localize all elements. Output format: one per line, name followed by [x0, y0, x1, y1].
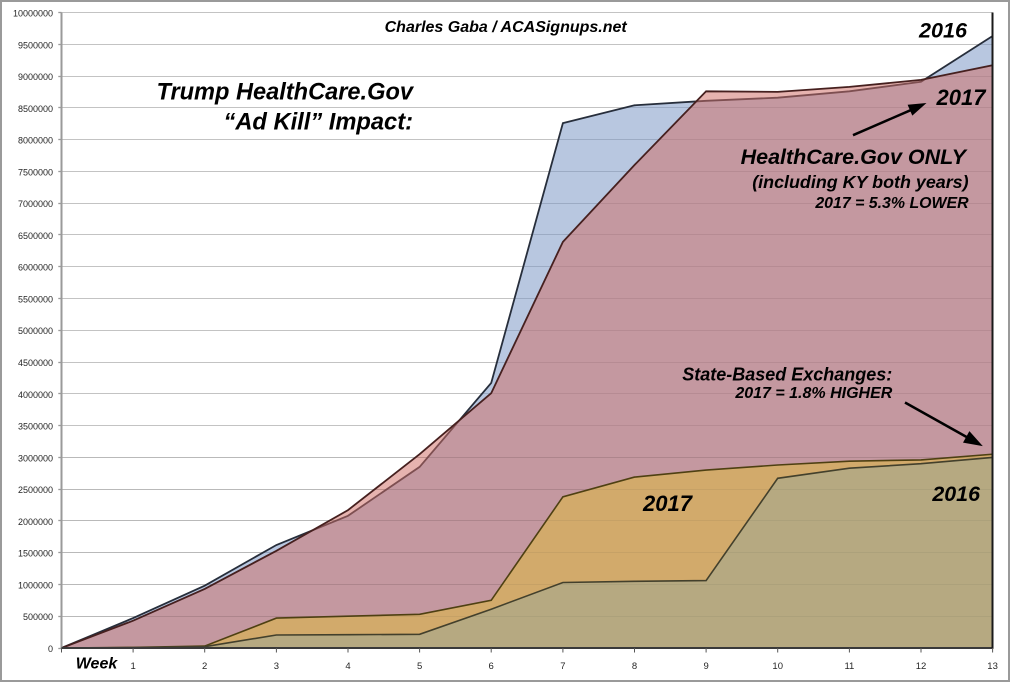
- svg-text:4500000: 4500000: [18, 358, 53, 368]
- svg-text:5000000: 5000000: [18, 326, 53, 336]
- svg-text:1000000: 1000000: [18, 580, 53, 590]
- svg-text:500000: 500000: [23, 612, 53, 622]
- svg-text:0: 0: [48, 644, 53, 654]
- svg-text:7: 7: [560, 661, 565, 672]
- svg-text:2: 2: [202, 661, 207, 672]
- svg-text:2017 = 1.8% HIGHER: 2017 = 1.8% HIGHER: [734, 385, 892, 402]
- svg-text:2017: 2017: [642, 491, 694, 516]
- svg-text:1: 1: [130, 661, 135, 672]
- svg-text:5500000: 5500000: [18, 295, 53, 305]
- svg-text:2000000: 2000000: [18, 517, 53, 527]
- svg-text:11: 11: [844, 661, 854, 672]
- svg-text:4000000: 4000000: [18, 390, 53, 400]
- svg-text:2016: 2016: [931, 482, 981, 506]
- svg-text:8500000: 8500000: [18, 104, 53, 114]
- svg-text:10: 10: [772, 661, 783, 672]
- svg-text:State-Based Exchanges:: State-Based Exchanges:: [682, 364, 892, 384]
- svg-text:5: 5: [417, 661, 422, 672]
- svg-text:1500000: 1500000: [18, 549, 53, 559]
- svg-text:3000000: 3000000: [18, 453, 53, 463]
- svg-text:10000000: 10000000: [13, 9, 53, 19]
- svg-text:9500000: 9500000: [18, 40, 53, 50]
- svg-text:3: 3: [274, 661, 279, 672]
- svg-text:6000000: 6000000: [18, 263, 53, 273]
- svg-text:8: 8: [632, 661, 637, 672]
- svg-text:2017 = 5.3% LOWER: 2017 = 5.3% LOWER: [814, 195, 969, 212]
- svg-text:HealthCare.Gov ONLY: HealthCare.Gov ONLY: [741, 145, 968, 169]
- svg-text:12: 12: [916, 661, 927, 672]
- svg-text:“Ad Kill” Impact:: “Ad Kill” Impact:: [223, 110, 413, 136]
- svg-text:9: 9: [703, 661, 708, 672]
- svg-text:Week: Week: [76, 655, 119, 672]
- svg-text:9000000: 9000000: [18, 72, 53, 82]
- svg-text:8000000: 8000000: [18, 136, 53, 146]
- svg-text:7000000: 7000000: [18, 199, 53, 209]
- svg-text:Charles Gaba / ACASignups.net: Charles Gaba / ACASignups.net: [385, 19, 628, 36]
- svg-text:13: 13: [987, 661, 998, 672]
- svg-text:2017: 2017: [936, 85, 988, 110]
- svg-text:2500000: 2500000: [18, 485, 53, 495]
- svg-text:4: 4: [345, 661, 350, 672]
- svg-text:(including KY both years): (including KY both years): [752, 172, 968, 192]
- svg-text:7500000: 7500000: [18, 167, 53, 177]
- svg-text:6: 6: [489, 661, 494, 672]
- svg-text:3500000: 3500000: [18, 422, 53, 432]
- svg-text:6500000: 6500000: [18, 231, 53, 241]
- svg-text:Trump HealthCare.Gov: Trump HealthCare.Gov: [156, 80, 414, 106]
- svg-text:2016: 2016: [918, 18, 968, 43]
